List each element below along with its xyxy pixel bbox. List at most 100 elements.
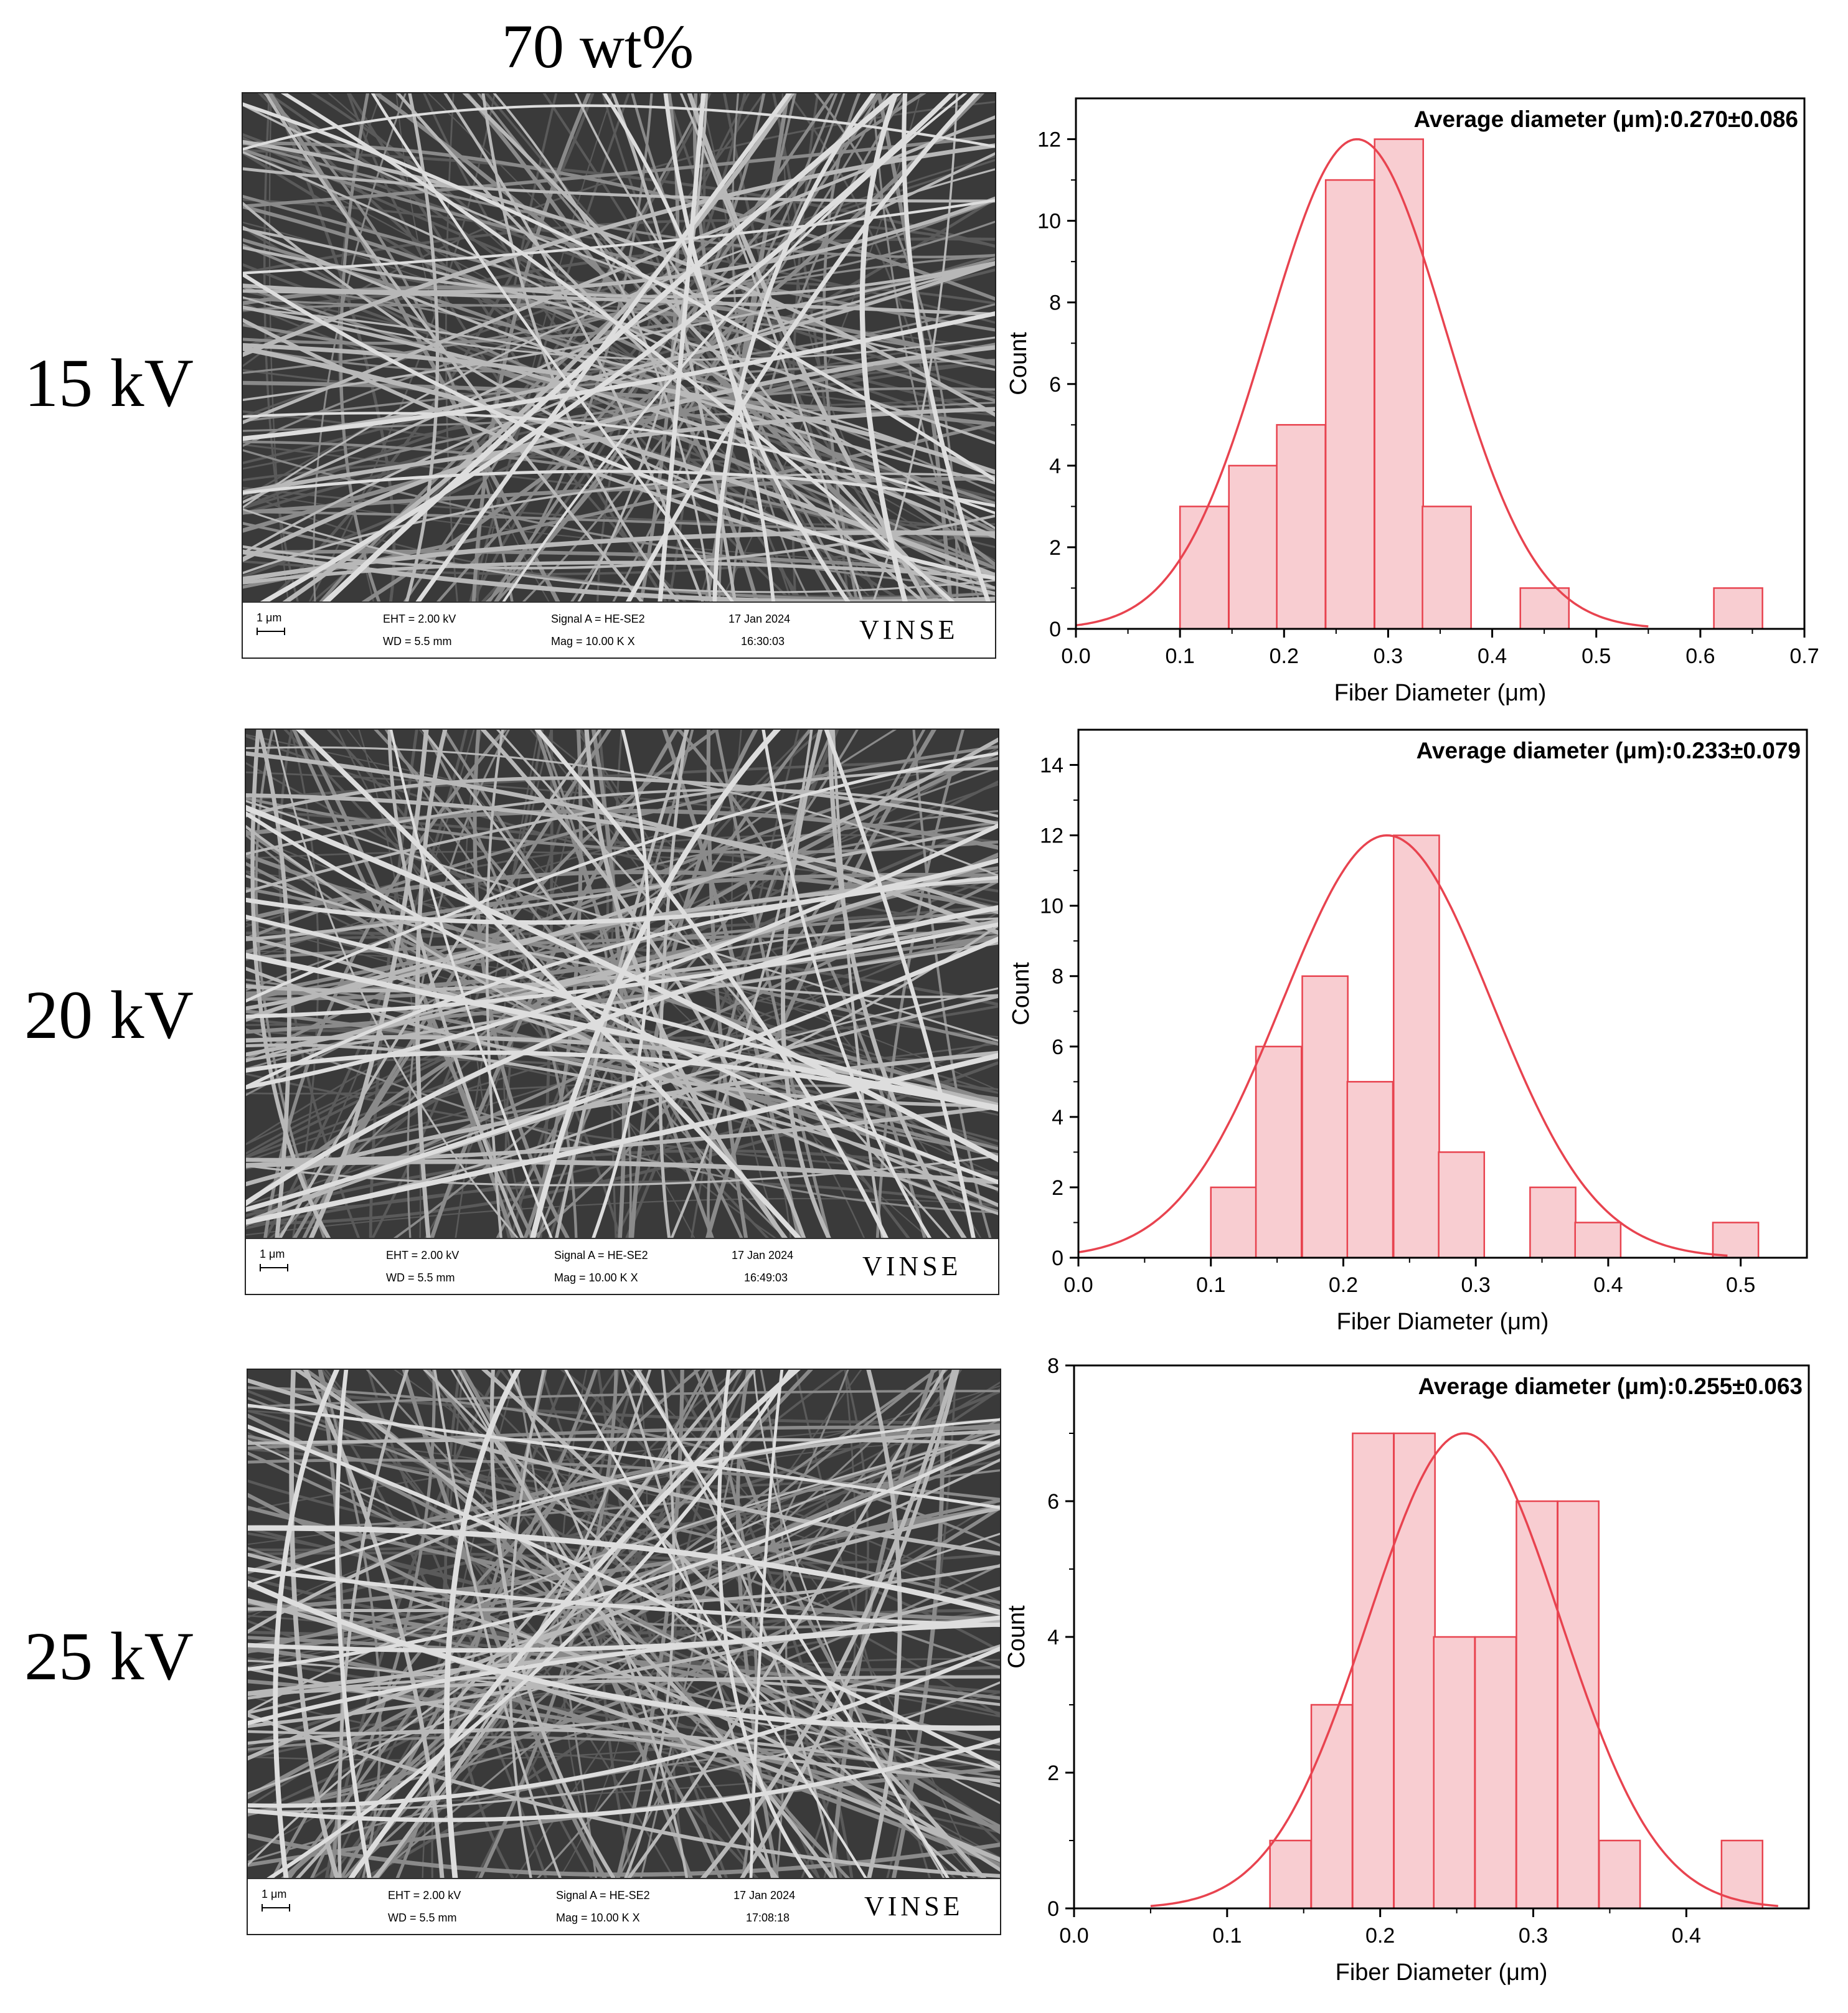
fiber-strand (248, 1615, 1000, 1653)
fiber-strand (658, 93, 706, 601)
date-text: 17 Jan 2024 (728, 613, 791, 625)
fiber-strand (246, 757, 998, 1062)
fiber-strand (248, 1438, 1000, 1445)
fiber-strand (273, 730, 519, 1238)
fiber-strand (280, 93, 955, 601)
fiber-strand (872, 93, 981, 601)
fiber-strand (579, 730, 910, 1238)
fiber-strand (246, 746, 998, 877)
fiber-strand (243, 342, 995, 474)
sem-info-bar: 1 μm EHT = 2.00 kV WD = 5.5 mm Signal A … (248, 1878, 1000, 1934)
histogram-25kv: 0.0 0.1 0.2 0.3 0.4 0 2 4 6 8 Fiber Diameter (μm) C… (1004, 1354, 1810, 1986)
sem-micrograph (246, 730, 998, 1238)
fiber-strand (243, 346, 995, 578)
x-tick-label: 0.2 (1270, 644, 1299, 668)
sem-micrograph (243, 93, 995, 601)
fiber-strand (243, 103, 995, 371)
fiber-strand (717, 1370, 814, 1878)
fiber-strand (415, 93, 792, 601)
fiber-strand (387, 730, 524, 1238)
fiber-strand (246, 1198, 998, 1236)
fiber-strand (679, 93, 864, 601)
fiber-strand (592, 730, 650, 1238)
fiber-strand (248, 1440, 1000, 1618)
y-tick-label: 10 (1040, 895, 1063, 918)
fiber-strand (496, 730, 951, 1238)
fiber-strand (243, 412, 995, 515)
histogram-bar (1474, 1636, 1517, 1910)
fiber-strand (781, 730, 831, 1238)
y-tick-label: 14 (1040, 754, 1063, 778)
eht-text: EHT = 2.00 kV (383, 613, 456, 625)
scale-bar (262, 1904, 290, 1912)
fiber-strand (601, 93, 775, 601)
fiber-strand (246, 994, 998, 1223)
fiber-strand (502, 93, 968, 601)
fiber-strand (246, 1053, 998, 1225)
x-axis-label: Fiber Diameter (μm) (1334, 680, 1547, 706)
signal-text: Signal A = HE-SE2 (556, 1889, 650, 1902)
plot-frame (1077, 728, 1808, 1259)
fiber-strand (705, 730, 936, 1238)
sem-micrograph (248, 1370, 1000, 1878)
fiber-strand (248, 1403, 1000, 1509)
scale-bar (257, 628, 285, 635)
gaussian-fit-curve (1078, 834, 1728, 1257)
fiber-strand (243, 253, 995, 464)
histogram-bar (1352, 1432, 1395, 1910)
y-tick-label: 2 (1049, 536, 1061, 560)
fiber-strand (760, 1370, 788, 1878)
histogram-bar (1228, 464, 1279, 630)
fiber-strand (243, 305, 995, 539)
fiber-strand (246, 936, 998, 1212)
fiber-strand (243, 199, 995, 275)
fiber-strand (504, 730, 598, 1238)
fiber-strand (243, 151, 995, 530)
fiber-strand (248, 1659, 1000, 1771)
fiber-strand (267, 93, 560, 601)
histogram-bar (1269, 1839, 1312, 1910)
fiber-strand (712, 93, 877, 601)
fiber-strand (248, 1691, 1000, 1761)
scale-label: 1 μm (262, 1888, 287, 1900)
histogram-bar (1179, 506, 1230, 630)
fiber-strand (243, 115, 995, 425)
fiber-strand (308, 730, 429, 1238)
histogram-bar (1393, 834, 1440, 1259)
fiber-strand (832, 730, 884, 1238)
gaussian-fit-curve (1150, 1432, 1778, 1907)
fiber-strand (246, 931, 998, 960)
fiber-strand (627, 1370, 946, 1878)
fiber-strand (246, 735, 998, 930)
fiber-strand (266, 1370, 793, 1878)
x-tick-label: 0.3 (1374, 644, 1403, 668)
fiber-strand (396, 93, 925, 601)
fiber-strand (243, 167, 995, 203)
signal-text: Signal A = HE-SE2 (554, 1249, 648, 1261)
fiber-strand (471, 93, 591, 601)
sem-info-bar: 1 μm EHT = 2.00 kV WD = 5.5 mm Signal A … (243, 601, 995, 658)
y-tick-label: 10 (1037, 210, 1061, 233)
fiber-strand (243, 380, 995, 427)
fiber-strand (243, 407, 995, 494)
fiber-strand (415, 730, 448, 1238)
fiber-strand (295, 730, 802, 1238)
mag-text: Mag = 10.00 K X (556, 1912, 640, 1924)
fiber-strand (243, 225, 995, 485)
fiber-strand (611, 93, 737, 601)
histogram-bar (1720, 1839, 1764, 1910)
x-tick-label: 0.6 (1685, 644, 1715, 668)
x-tick-label: 0.4 (1593, 1273, 1623, 1297)
y-tick-label: 8 (1052, 965, 1063, 989)
y-tick-label: 0 (1049, 618, 1061, 641)
histogram-bar (1438, 1151, 1486, 1259)
fiber-strand (243, 508, 995, 593)
fiber-strand (246, 804, 998, 1162)
fiber-strand (700, 1370, 956, 1878)
fiber-strand (529, 730, 865, 1238)
fiber-strand (243, 469, 995, 507)
x-tick-label: 0.0 (1061, 644, 1090, 668)
histogram-bar (1557, 1500, 1600, 1910)
fiber-strand (248, 1646, 1000, 1867)
y-tick-label: 6 (1052, 1035, 1063, 1059)
